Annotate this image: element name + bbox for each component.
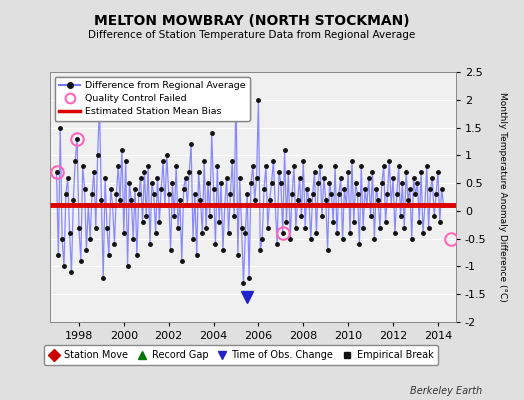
Text: Berkeley Earth: Berkeley Earth bbox=[410, 386, 482, 396]
Legend: Station Move, Record Gap, Time of Obs. Change, Empirical Break: Station Move, Record Gap, Time of Obs. C… bbox=[44, 345, 438, 365]
Text: MELTON MOWBRAY (NORTH STOCKMAN): MELTON MOWBRAY (NORTH STOCKMAN) bbox=[94, 14, 409, 28]
Y-axis label: Monthly Temperature Anomaly Difference (°C): Monthly Temperature Anomaly Difference (… bbox=[498, 92, 507, 302]
Text: Difference of Station Temperature Data from Regional Average: Difference of Station Temperature Data f… bbox=[88, 30, 415, 40]
Legend: Difference from Regional Average, Quality Control Failed, Estimated Station Mean: Difference from Regional Average, Qualit… bbox=[54, 77, 250, 121]
